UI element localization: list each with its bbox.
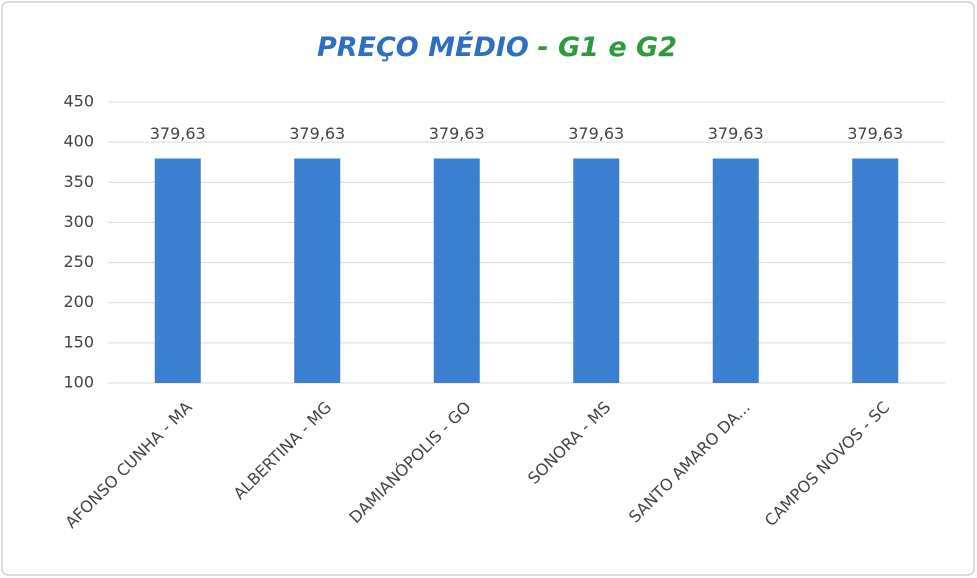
bar bbox=[852, 158, 899, 383]
y-tick-label: 150 bbox=[63, 332, 94, 351]
y-tick-label: 250 bbox=[63, 252, 94, 271]
data-label: 379,63 bbox=[847, 124, 903, 143]
bar bbox=[154, 158, 201, 383]
y-tick-label: 300 bbox=[63, 212, 94, 231]
y-tick-label: 450 bbox=[63, 92, 94, 111]
title-part: PREÇO MÉDIO bbox=[317, 31, 529, 63]
data-label: 379,63 bbox=[150, 124, 206, 143]
data-label: 379,63 bbox=[708, 124, 764, 143]
bar bbox=[712, 158, 759, 383]
title-part: - G1 e G2 bbox=[537, 32, 677, 63]
data-label: 379,63 bbox=[429, 124, 485, 143]
bar bbox=[433, 158, 480, 383]
data-label: 379,63 bbox=[289, 124, 345, 143]
data-label: 379,63 bbox=[568, 124, 624, 143]
bar bbox=[294, 158, 341, 383]
y-tick-label: 200 bbox=[63, 292, 94, 311]
y-tick-label: 100 bbox=[63, 373, 94, 392]
y-tick-label: 400 bbox=[63, 132, 94, 151]
bar bbox=[573, 158, 620, 383]
chart-title: PREÇO MÉDIO - G1 e G2 bbox=[317, 31, 677, 63]
y-tick-label: 350 bbox=[63, 172, 94, 191]
